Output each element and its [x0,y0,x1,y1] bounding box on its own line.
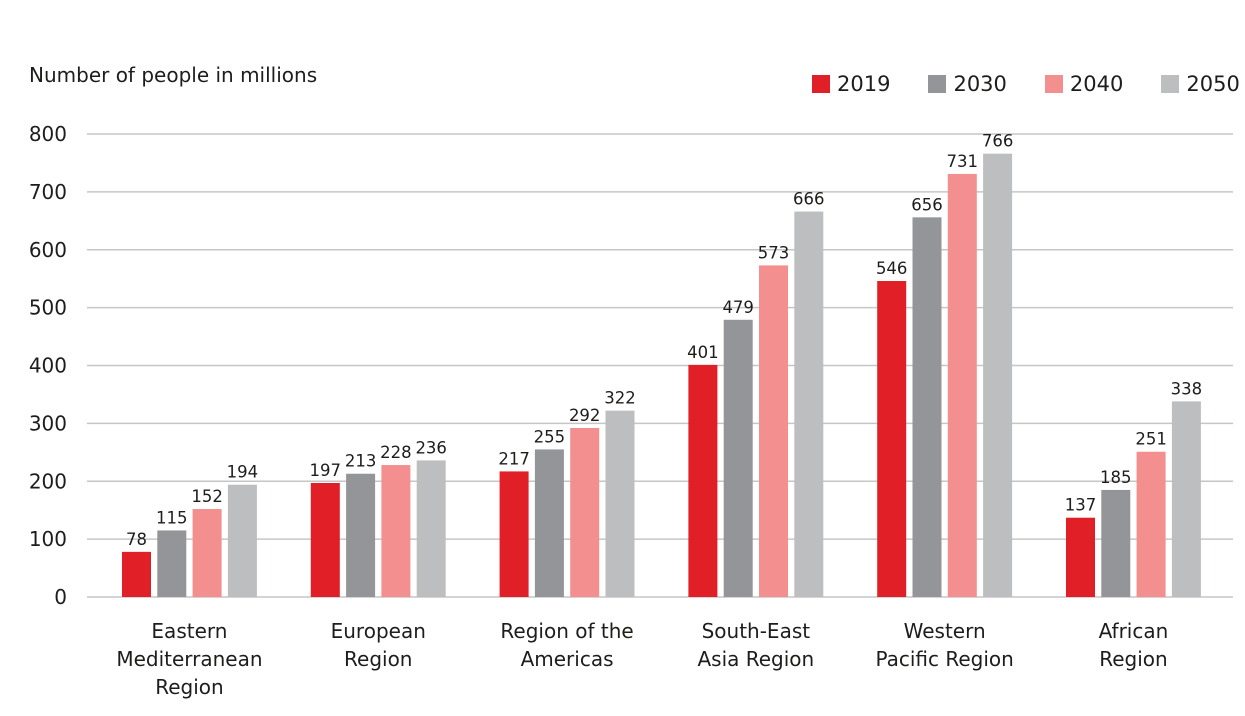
bar-2050-4 [983,153,1013,598]
bar-2050-0 [227,484,257,597]
x-tick-label-line: Region [344,647,413,671]
x-tick-label: African Region [1033,617,1233,673]
legend-swatch [928,75,947,93]
legend-swatch [812,75,830,93]
x-tick-label-line: Asia Region [697,647,815,671]
bar-2040-4 [947,173,977,597]
data-label: 217 [498,449,530,468]
legend-item-2030: 2030 [928,72,1044,96]
y-tick-label: 800 [29,122,67,146]
x-tick-label-line: Pacific Region [875,647,1014,671]
data-label: 251 [1135,430,1167,449]
x-tick-label: South-East Asia Region [656,617,856,673]
legend-label: 2050 [1186,72,1240,96]
data-label: 731 [947,152,979,171]
data-label: 666 [793,190,825,209]
x-tick-label-line: South-East [701,619,811,643]
bar-2019-3 [688,364,718,597]
data-label: 656 [911,195,943,214]
x-tick-label-line: Mediterranean [116,647,263,671]
data-label: 479 [722,298,754,317]
bar-2050-5 [1171,401,1201,597]
bar-2050-1 [416,460,446,597]
bar-2030-2 [534,449,564,597]
bar-2019-0 [122,551,151,597]
x-tick-label-line: Americas [520,647,614,671]
data-label: 255 [534,427,566,446]
data-label: 546 [876,259,908,278]
bar-2030-1 [346,473,376,597]
legend-label: 2019 [837,72,891,96]
legend: 2019 2030 2040 2050 [812,72,1240,96]
bar-2019-5 [1066,517,1095,597]
bar-2030-5 [1101,489,1131,597]
legend-item-2040: 2040 [1044,72,1161,96]
bar-2019-2 [499,471,529,597]
data-label: 152 [191,487,223,506]
bar-2040-5 [1136,451,1166,597]
data-label: 78 [126,530,147,549]
data-label: 292 [569,406,601,425]
data-label: 185 [1100,468,1132,487]
x-tick-label: Eastern Mediterranean Region [89,617,289,701]
bar-2019-1 [310,482,340,597]
bar-2030-3 [723,319,753,597]
y-tick-label: 100 [29,527,67,551]
y-tick-label: 700 [29,180,67,204]
x-tick-label-line: African [1098,619,1169,643]
bar-2019-4 [877,281,907,597]
data-label: 573 [758,243,790,262]
legend-swatch [1161,75,1180,93]
data-label: 322 [604,389,636,408]
y-tick-label: 400 [29,354,67,378]
x-tick-label-line: Western [903,619,986,643]
data-label: 236 [415,438,447,457]
x-tick-label-line: Region [1099,647,1168,671]
bar-2040-1 [381,465,411,597]
y-axis-label: Number of people in millions [29,63,318,87]
data-label: 137 [1065,496,1097,515]
y-tick-label: 200 [29,469,67,493]
y-tick-label: 500 [29,296,67,320]
y-tick-label: 600 [29,238,67,262]
legend-swatch [1044,75,1063,93]
legend-label: 2040 [1069,72,1124,96]
x-tick-label-line: European [330,619,426,643]
data-label: 401 [687,343,719,362]
bar-2040-3 [759,265,788,597]
data-label: 766 [982,132,1014,151]
y-tick-label: 0 [54,585,67,609]
data-label: 338 [1171,379,1203,398]
bar-2040-2 [570,428,600,597]
bar-2050-2 [605,410,635,597]
data-label: 228 [380,443,412,462]
x-tick-label: European Region [278,617,478,673]
bar-2030-0 [157,530,187,597]
data-label: 197 [310,461,342,480]
x-tick-label-line: Region [155,675,224,699]
x-tick-label-line: Region of the [500,619,634,643]
legend-item-2019: 2019 [812,72,928,96]
legend-label: 2030 [953,72,1007,96]
bar-2030-4 [912,217,942,597]
bar-2040-0 [192,509,222,597]
data-label: 115 [156,508,188,527]
y-tick-label: 300 [29,411,67,435]
x-tick-label: Western Pacific Region [845,617,1045,673]
x-tick-label-line: Eastern [151,619,228,643]
data-label: 213 [345,452,377,471]
bar-2050-3 [794,211,824,598]
x-tick-label: Region of the Americas [467,617,667,673]
legend-item-2050: 2050 [1161,72,1240,96]
data-label: 194 [227,463,259,482]
